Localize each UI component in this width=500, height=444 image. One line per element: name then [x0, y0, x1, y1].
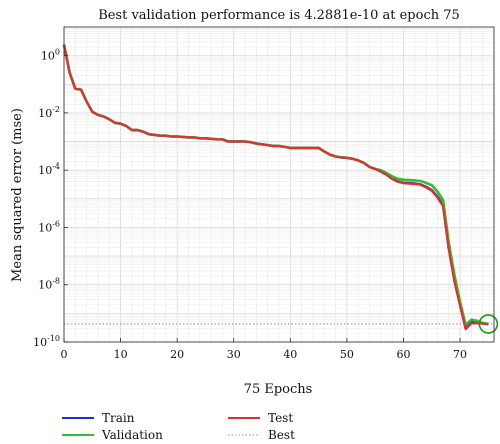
x-ticks: 0 10 20 30 40 50 60 70	[61, 338, 467, 361]
x-tick-label: 30	[227, 348, 241, 361]
x-tick-label: 50	[340, 348, 354, 361]
series-layer	[62, 44, 489, 331]
marker-layer	[478, 314, 499, 334]
x-axis-label: 75 Epochs	[244, 382, 313, 397]
series-validation-line	[62, 44, 489, 327]
x-tick-label: 0	[61, 348, 68, 361]
y-tick-label: 10-8	[38, 277, 60, 292]
y-ticks: 100 10-2 10-4 10-6 10-8 10-10	[33, 48, 68, 349]
y-tick-label: 10-2	[38, 105, 60, 120]
y-axis-label: Mean squared error (mse)	[10, 108, 25, 282]
plot-frame	[63, 26, 495, 343]
legend-label-train: Train	[102, 411, 135, 425]
y-tick-label: 100	[41, 48, 60, 63]
x-tick-label: 70	[453, 348, 467, 361]
x-tick-label: 60	[396, 348, 410, 361]
legend-label-test: Test	[268, 411, 293, 425]
y-tick-label: 10-10	[33, 334, 60, 349]
y-tick-label: 10-6	[38, 219, 60, 234]
x-tick-label: 40	[283, 348, 297, 361]
legend: Train Test Validation Best	[62, 411, 295, 442]
x-tick-label: 10	[114, 348, 128, 361]
x-tick-label: 20	[170, 348, 184, 361]
legend-label-validation: Validation	[101, 428, 163, 442]
series-test-line	[62, 44, 489, 331]
best-epoch-marker	[478, 314, 499, 334]
y-tick-label: 10-4	[38, 162, 60, 177]
legend-label-best: Best	[268, 428, 295, 442]
chart-title: Best validation performance is 4.2881e-1…	[98, 8, 460, 23]
